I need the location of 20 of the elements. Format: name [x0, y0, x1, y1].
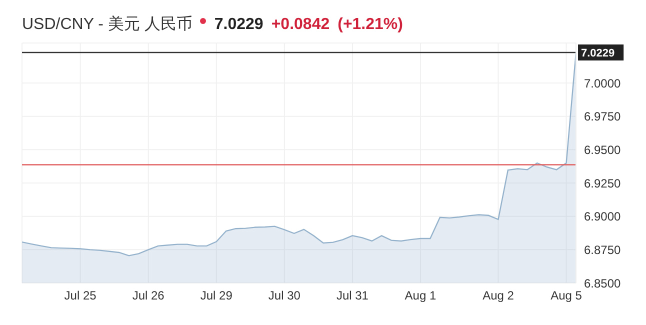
y-tick-label: 7.0000	[584, 76, 622, 90]
y-tick-label: 6.8750	[584, 242, 622, 257]
x-tick-label: Jul 29	[200, 288, 233, 303]
x-tick-label: Aug 2	[482, 288, 514, 303]
ref-line-label: 7.0229	[581, 47, 615, 60]
text: (+1.21%)	[338, 16, 403, 34]
x-tick-label: Aug 1	[404, 288, 436, 303]
y-tick-label: 6.9500	[584, 142, 622, 157]
y-tick-label: 6.9750	[584, 110, 622, 124]
text: 7.0229	[214, 16, 264, 34]
y-tick-label: 6.8500	[584, 276, 622, 290]
x-tick-label: Aug 5	[550, 288, 582, 303]
x-tick-label: Jul 25	[64, 288, 97, 303]
chart-title: USD/CNY - 美元 人民币	[22, 14, 192, 35]
text: +0.0842	[271, 16, 330, 34]
x-tick-label: Jul 31	[336, 288, 369, 303]
y-tick-label: 6.9000	[584, 210, 622, 224]
y-tick-label: 6.9250	[584, 176, 622, 190]
x-tick-label: Jul 30	[268, 288, 301, 303]
x-tick-label: Jul 26	[132, 288, 165, 303]
